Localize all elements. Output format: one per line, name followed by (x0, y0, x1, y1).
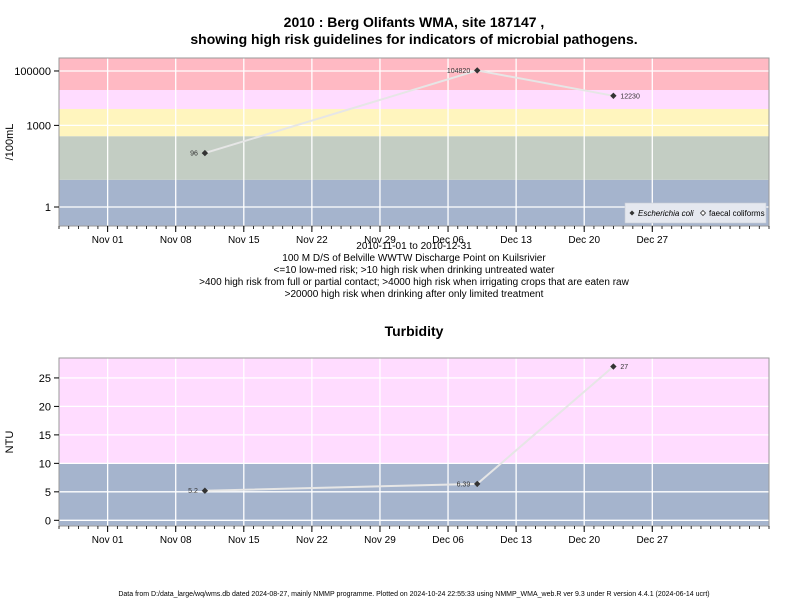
x-tick-label: Dec 20 (568, 235, 600, 246)
risk-band-yellow (59, 109, 769, 137)
chart1-caption-line-5: >20000 high risk when drinking after onl… (285, 289, 544, 300)
data-point-marker (610, 363, 617, 370)
x-tick-label: Nov 22 (296, 535, 328, 546)
y-tick-label: 1000 (27, 120, 51, 132)
x-tick-label: Nov 29 (364, 535, 396, 546)
x-tick-label: Nov 01 (92, 535, 124, 546)
chart1-title-line1: 2010 : Berg Olifants WMA, site 187147 , (284, 14, 545, 30)
x-tick-label: Nov 08 (160, 535, 192, 546)
data-point-marker (201, 487, 209, 494)
risk-band-red (59, 58, 769, 90)
risk-band-blue (59, 463, 769, 526)
legend-marker-open-diamond (699, 209, 707, 217)
legend-marker-filled-diamond (629, 210, 635, 216)
risk-band-pink (59, 358, 769, 464)
data-point-marker (201, 149, 209, 157)
legend-label: faecal coliforms (709, 209, 765, 218)
x-tick-label: Dec 13 (500, 535, 532, 546)
footer-note: Data from D:/data_large/wq/wms.db dated … (118, 591, 709, 598)
data-label: 27 (620, 364, 628, 371)
x-tick-label: Dec 27 (636, 535, 668, 546)
data-label: 96 (190, 151, 198, 158)
y-tick-label: 1 (45, 202, 51, 214)
y-tick-label: 100000 (14, 66, 51, 78)
x-tick-label: Dec 06 (432, 535, 464, 546)
y-tick-label: 0 (45, 515, 51, 527)
plot-frame (58, 357, 770, 527)
data-label: 104820 (447, 68, 470, 75)
x-tick-label: Nov 15 (228, 535, 260, 546)
y-axis-label: /100mL (4, 124, 16, 161)
risk-band-pink (59, 89, 769, 110)
y-tick-label: 25 (39, 373, 51, 385)
x-tick-label: Nov 15 (228, 235, 260, 246)
x-tick-label: Dec 27 (636, 235, 668, 246)
data-point-marker (474, 480, 481, 488)
x-tick-label: Nov 08 (160, 235, 192, 246)
y-tick-label: 10 (39, 458, 51, 470)
risk-band-green (59, 136, 769, 180)
legend-label: Escherichia coli (638, 209, 694, 218)
chart1-caption-line-4: >400 high risk from full or partial cont… (199, 277, 629, 288)
chart1-caption-line-2: 100 M D/S of Belville WWTW Discharge Poi… (282, 253, 546, 264)
y-tick-label: 5 (45, 487, 51, 499)
data-label: 6.39 (457, 481, 471, 488)
chart1-caption-line-3: <=10 low-med risk; >10 high risk when dr… (274, 265, 556, 276)
y-tick-label: 20 (39, 401, 51, 413)
data-label: 5.2 (188, 488, 198, 495)
y-tick-label: 15 (39, 430, 51, 442)
x-tick-label: Dec 06 (432, 235, 464, 246)
x-tick-label: Nov 01 (92, 235, 124, 246)
data-label: 12230 (620, 93, 640, 100)
legend-box (624, 202, 767, 224)
chart1-caption-line-1: 2010-11-01 to 2010-12-31 (356, 241, 472, 252)
data-point-marker (474, 67, 481, 74)
x-tick-label: Nov 22 (296, 235, 328, 246)
x-tick-label: Dec 13 (500, 235, 532, 246)
chart2-title: Turbidity (385, 323, 444, 339)
plot-frame (58, 57, 770, 227)
x-tick-label: Dec 20 (568, 535, 600, 546)
chart1-title-line2: showing high risk guidelines for indicat… (190, 31, 637, 47)
y-axis-label: NTU (4, 431, 16, 454)
turbidity-chart: 0 5 10 15 20 25 Nov 01 Nov 08 Nov 15 Nov 22 Nov 29… (4, 357, 770, 546)
microbial-chart: 1 1000 100000 Nov 01 Nov 08 Nov 15 Nov 22 Nov 2… (4, 57, 770, 246)
data-point-marker (610, 92, 617, 100)
x-tick-label: Nov 29 (364, 235, 396, 246)
